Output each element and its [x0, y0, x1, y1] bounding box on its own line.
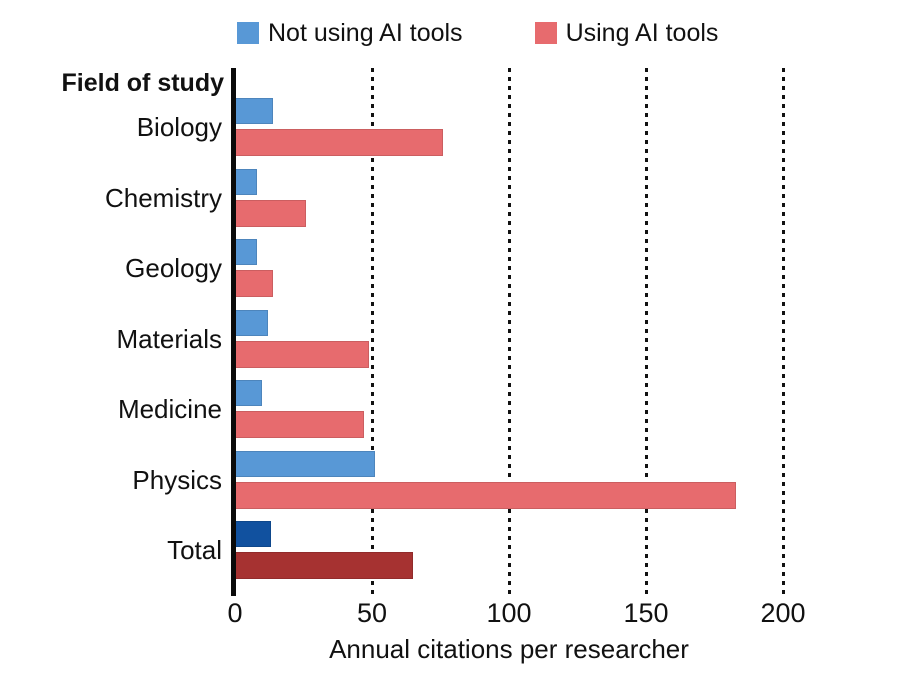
legend-label-using-ai: Using AI tools: [565, 19, 719, 47]
category-label-chemistry: Chemistry: [104, 182, 222, 213]
x-tick-labels: 0 50 100 150 200: [227, 597, 825, 629]
bar-geology-using-ai: [235, 270, 274, 297]
bar-total-using-ai: [235, 552, 414, 579]
x-tick-50: 50: [356, 598, 388, 628]
bar-chemistry-using-ai: [235, 199, 307, 227]
bar-medicine-using-ai: [235, 411, 364, 438]
category-label-total: Total: [167, 535, 222, 565]
x-axis-title: Annual citations per researcher: [329, 634, 689, 664]
category-labels: Biology Chemistry Geology Materials Medicine…: [0, 68, 222, 596]
x-tick-0: 0: [227, 598, 243, 628]
bar-medicine-not-using-ai: [235, 380, 263, 406]
category-label-geology: Geology: [125, 253, 222, 283]
x-tick-100: 100: [486, 598, 532, 628]
bar-materials-using-ai: [235, 340, 370, 368]
legend-swatch-using-ai: [534, 22, 557, 44]
bar-materials-not-using-ai: [235, 309, 268, 336]
category-label-materials: Materials: [116, 323, 222, 354]
bar-biology-using-ai: [235, 129, 444, 156]
x-tick-200: 200: [760, 598, 806, 628]
y-axis-header: Field of study: [61, 69, 225, 97]
category-label-biology: Biology: [136, 112, 222, 142]
bar-total-not-using-ai: [235, 521, 271, 547]
bar-biology-not-using-ai: [235, 98, 274, 124]
legend-item-not-using-ai: Not using AI tools: [237, 19, 463, 47]
gridline-100: [508, 68, 511, 596]
bar-physics-using-ai: [235, 481, 737, 509]
category-label-physics: Physics: [132, 464, 222, 495]
gridline-150: [645, 68, 648, 596]
legend-swatch-not-using-ai: [237, 22, 259, 44]
gridline-200: [782, 68, 785, 596]
bar-geology-not-using-ai: [235, 239, 257, 265]
category-label-medicine: Medicine: [117, 394, 222, 424]
bar-physics-not-using-ai: [235, 450, 375, 477]
plot-area: [235, 68, 825, 596]
gridline-50: [371, 68, 374, 596]
legend-item-using-ai: Using AI tools: [534, 19, 719, 47]
legend: Not using AI tools Using AI tools: [237, 19, 718, 47]
legend-label-not-using-ai: Not using AI tools: [268, 19, 463, 47]
x-tick-150: 150: [623, 598, 669, 628]
y-axis-line: [231, 68, 236, 596]
bar-chemistry-not-using-ai: [235, 168, 257, 195]
